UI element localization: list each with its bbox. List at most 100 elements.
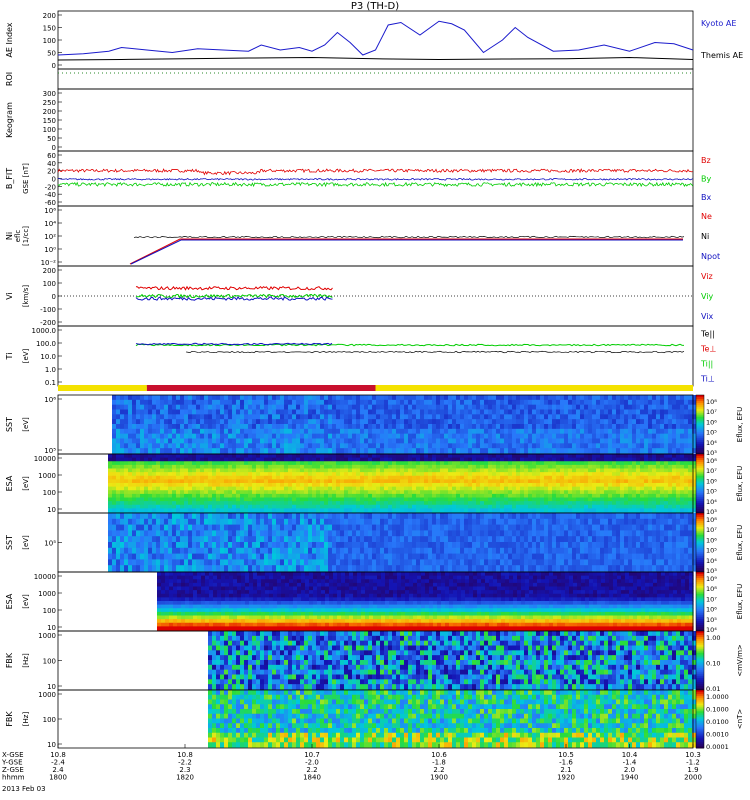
spectro-cell [120, 475, 125, 480]
spectro-cell [288, 547, 293, 555]
spectro-cell [520, 493, 525, 499]
spectro-cell [276, 486, 281, 491]
spectro-cell [356, 414, 361, 420]
spectro-cell [156, 428, 161, 435]
spectro-cell [344, 490, 349, 495]
spectro-cell [200, 461, 205, 466]
spectro-cell [188, 454, 193, 459]
spectro-cell [684, 501, 689, 506]
spectro-cell [356, 472, 361, 477]
spectro-cell [312, 547, 317, 555]
spectro-cell [624, 399, 629, 406]
spectro-cell [500, 448, 505, 454]
spectro-cell [568, 504, 573, 509]
spectro-cell [200, 479, 205, 484]
spectro-cell [508, 404, 513, 411]
spectro-cell [484, 419, 489, 425]
spectro-cell [632, 414, 637, 420]
colorbar-cell [696, 454, 704, 457]
spectro-cell [376, 468, 381, 473]
spectro-cell [336, 461, 341, 466]
spectro-cell [292, 497, 297, 502]
spectro-cell [368, 553, 373, 560]
spectro-cell [356, 475, 361, 480]
legend-entry: Ne [701, 212, 712, 221]
spectro-cell [372, 518, 377, 526]
spectro-cell [576, 475, 581, 480]
spectro-cell [304, 513, 309, 520]
spectro-cell [276, 493, 281, 499]
spectro-cell [604, 483, 609, 488]
spectro-cell [420, 504, 425, 509]
spectro-cell [328, 395, 333, 401]
spectro-cell [324, 501, 329, 506]
spectro-cell [312, 448, 317, 454]
spectro-cell [216, 508, 221, 513]
spectro-cell [240, 414, 245, 420]
spectro-cell [508, 486, 513, 491]
spectro-cell [496, 501, 501, 506]
spectro-cell [156, 438, 161, 444]
spectro-cell [144, 457, 149, 462]
spectrogram [108, 513, 697, 572]
spectro-cell [224, 454, 229, 459]
spectro-cell [648, 448, 653, 454]
spectro-cell [652, 404, 657, 411]
spectro-cell [128, 448, 133, 454]
spectro-cell [320, 559, 325, 566]
spectro-cell [544, 404, 549, 411]
spectro-cell [584, 464, 589, 470]
spectro-cell [468, 508, 473, 513]
spectro-cell [140, 404, 145, 411]
spectro-cell [684, 448, 689, 454]
spectro-cell [200, 565, 205, 572]
spectro-cell [196, 542, 201, 549]
spectro-cell [292, 395, 297, 401]
spectro-cell [620, 472, 625, 477]
spectro-cell [652, 424, 657, 430]
colorbar-cell [696, 499, 704, 502]
spectro-cell [268, 559, 273, 566]
spectro-cell [324, 536, 329, 543]
spectro-cell [580, 454, 585, 459]
spectro-cell [324, 497, 329, 502]
spectro-cell [484, 464, 489, 470]
spectro-cell [440, 461, 445, 466]
spectro-cell [252, 513, 257, 520]
spectro-cell [692, 428, 697, 435]
spectro-cell [604, 490, 609, 495]
spectro-cell [464, 443, 469, 449]
spectro-cell [272, 472, 277, 477]
spectro-cell [596, 490, 601, 495]
spectro-cell [180, 542, 185, 549]
spectro-cell [352, 553, 357, 560]
spectro-cell [284, 472, 289, 477]
spectro-cell [432, 508, 437, 513]
spectro-cell [204, 483, 209, 488]
spectro-cell [576, 424, 581, 430]
spectro-cell [460, 493, 465, 499]
spectro-cell [196, 424, 201, 430]
spectro-cell [404, 501, 409, 506]
spectro-cell [412, 472, 417, 477]
spectro-cell [484, 475, 489, 480]
spectro-cell [300, 457, 305, 462]
spectro-cell [544, 399, 549, 406]
spectro-cell [260, 553, 265, 560]
spectro-cell [672, 395, 677, 401]
spectro-cell [436, 457, 441, 462]
spectro-cell [500, 395, 505, 401]
spectro-cell [160, 464, 165, 470]
spectro-cell [336, 457, 341, 462]
spectro-cell [352, 508, 357, 513]
spectro-cell [372, 565, 377, 572]
spectro-cell [608, 424, 613, 430]
spectro-cell [684, 457, 689, 462]
spectro-cell [304, 508, 309, 513]
spectro-cell [384, 404, 389, 411]
spectro-cell [468, 395, 473, 401]
spectro-cell [300, 454, 305, 459]
spectro-cell [240, 468, 245, 473]
spectro-cell [320, 428, 325, 435]
spectro-cell [636, 457, 641, 462]
